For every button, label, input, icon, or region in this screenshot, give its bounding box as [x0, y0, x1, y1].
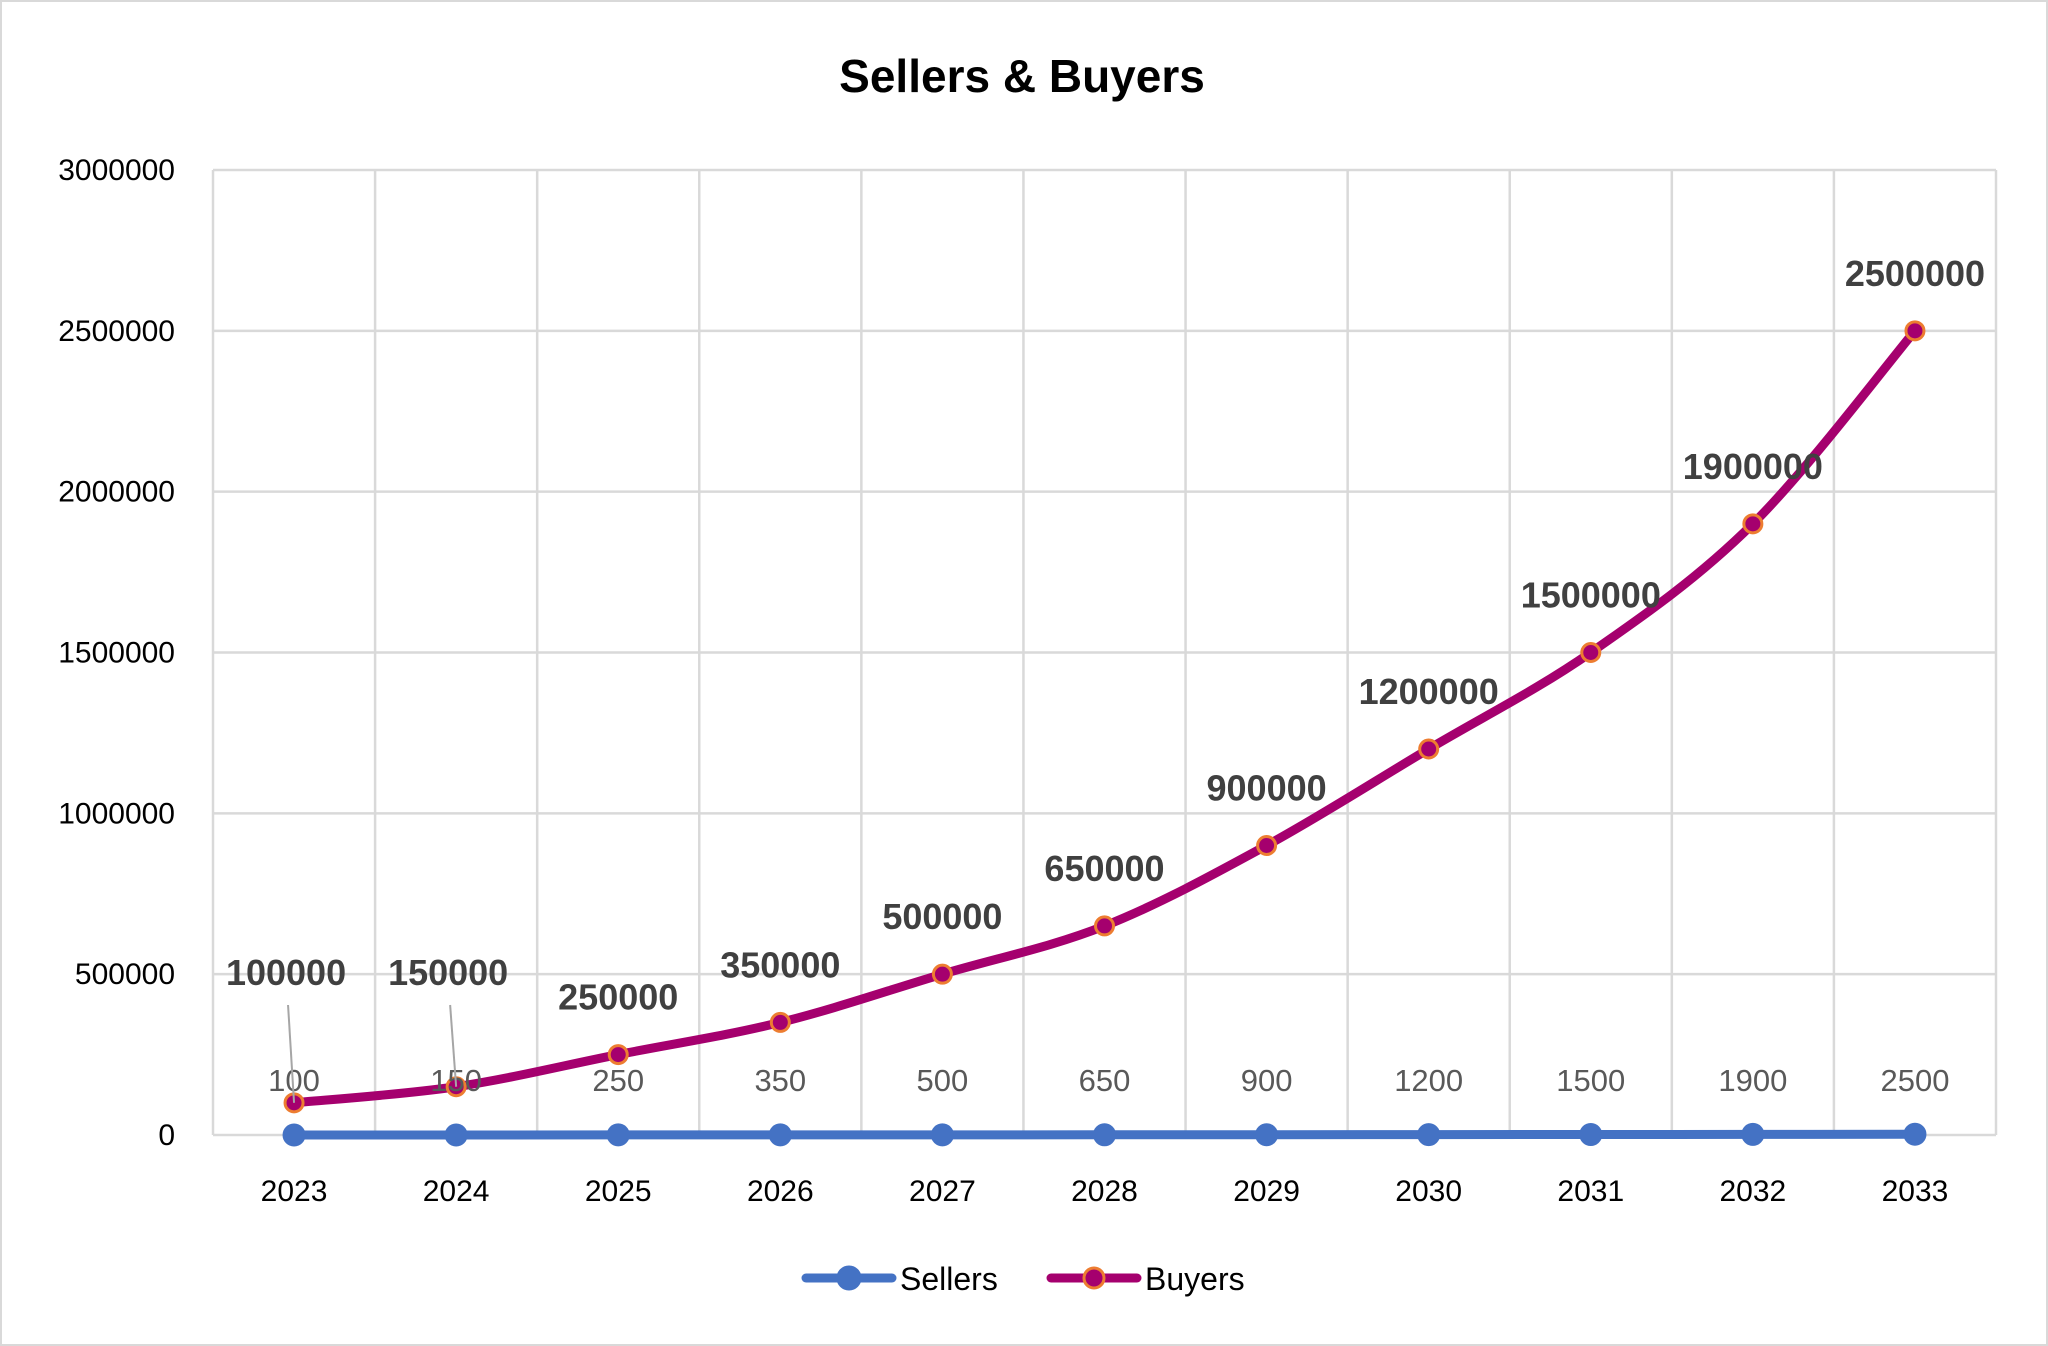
data-label-buyers: 900000: [1207, 768, 1327, 809]
data-label-sellers: 350: [754, 1063, 806, 1098]
data-label-buyers: 150000: [388, 952, 508, 993]
data-point-sellers: [1579, 1123, 1603, 1147]
data-point-sellers: [1093, 1123, 1116, 1147]
data-label-sellers: 1500: [1556, 1063, 1625, 1098]
legend-label-buyers: Buyers: [1145, 1261, 1245, 1297]
data-point-sellers: [606, 1123, 630, 1147]
x-tick-label: 2030: [1395, 1175, 1462, 1208]
x-tick-label: 2024: [423, 1175, 490, 1208]
data-label-sellers: 1200: [1394, 1063, 1463, 1098]
data-label-buyers: 2500000: [1845, 253, 1985, 294]
data-point-sellers: [1741, 1122, 1765, 1146]
data-point-buyers: [1580, 642, 1602, 663]
data-label-buyers: 100000: [226, 952, 346, 993]
x-tick-label: 2033: [1882, 1175, 1949, 1208]
data-point-sellers: [1255, 1123, 1279, 1147]
x-tick-label: 2025: [585, 1175, 652, 1208]
data-label-buyers: 250000: [558, 977, 678, 1018]
data-point-buyers: [1904, 320, 1926, 342]
data-label-sellers: 1900: [1718, 1063, 1787, 1098]
data-point-sellers: [282, 1123, 306, 1147]
y-tick-label: 3000000: [58, 154, 175, 187]
y-tick-label: 500000: [75, 958, 175, 991]
legend-marker-sellers: [836, 1265, 862, 1291]
data-point-sellers: [444, 1123, 468, 1147]
x-tick-label: 2026: [747, 1175, 814, 1208]
data-point-sellers: [1417, 1123, 1441, 1147]
data-label-sellers: 900: [1241, 1063, 1293, 1098]
data-label-buyers: 350000: [720, 944, 840, 985]
leader-line: [449, 1004, 458, 1087]
data-point-buyers: [1418, 738, 1440, 760]
y-tick-label: 1500000: [58, 637, 175, 670]
data-label-sellers: 2500: [1880, 1063, 1949, 1098]
data-label-sellers: 650: [1079, 1063, 1131, 1098]
y-tick-label: 2500000: [58, 315, 175, 348]
legend-label-sellers: Sellers: [900, 1261, 998, 1297]
data-point-sellers: [930, 1123, 954, 1147]
data-label-buyers: 650000: [1044, 848, 1164, 889]
data-labels: 100 150 250 350 500 650 900 1200 1500 1900 2500100…: [226, 253, 1985, 1103]
x-tick-label: 2029: [1233, 1175, 1300, 1208]
x-tick-label: 2027: [909, 1175, 976, 1208]
data-point-buyers: [1256, 835, 1278, 856]
data-point-buyers: [931, 963, 953, 985]
series-line-buyers: [289, 326, 1920, 1108]
y-tick-label: 2000000: [58, 476, 175, 509]
legend: Sellers Buyers: [801, 1261, 1245, 1297]
data-label-buyers: 1900000: [1683, 446, 1823, 487]
data-label-buyers: 1200000: [1359, 671, 1499, 712]
data-point-buyers: [607, 1044, 629, 1066]
legend-marker-buyers: [1082, 1266, 1106, 1290]
data-point-sellers: [768, 1123, 792, 1147]
y-tick-label: 0: [158, 1119, 175, 1152]
series-layer: [282, 320, 1927, 1147]
y-axis: 0 500000 1000000 1500000 2000000 2500000 30000…: [58, 154, 175, 1152]
data-label-buyers: 1500000: [1521, 575, 1661, 616]
chart-title: Sellers & Buyers: [839, 50, 1205, 102]
x-tick-label: 2031: [1557, 1175, 1624, 1208]
data-point-buyers: [769, 1011, 791, 1033]
y-tick-label: 1000000: [58, 797, 175, 830]
x-tick-label: 2028: [1071, 1175, 1138, 1208]
data-label-sellers: 250: [592, 1063, 644, 1098]
data-label-sellers: 500: [917, 1063, 969, 1098]
data-point-buyers: [1094, 915, 1115, 937]
data-label-buyers: 500000: [882, 896, 1002, 937]
data-point-buyers: [1742, 513, 1764, 535]
data-point-sellers: [1903, 1122, 1927, 1146]
x-tick-label: 2032: [1719, 1175, 1786, 1208]
x-tick-label: 2023: [261, 1175, 328, 1208]
leader-line: [287, 1004, 296, 1103]
x-axis: 2023 2024 2025 2026 2027 2028 2029 2030 2031 2032…: [261, 1175, 1949, 1208]
